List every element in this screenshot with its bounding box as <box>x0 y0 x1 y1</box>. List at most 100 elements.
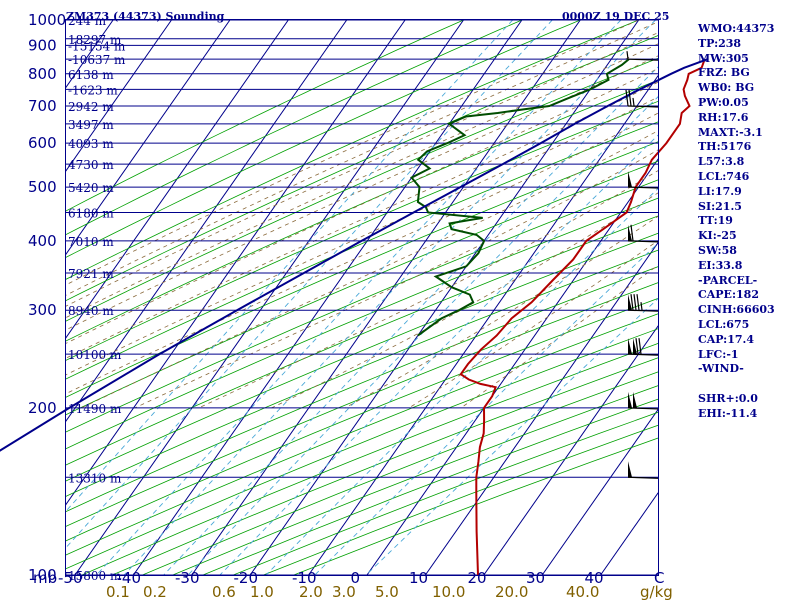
index-line: MAXT:-3.1 <box>698 125 763 139</box>
wind-barb <box>626 51 659 61</box>
wind-barb-full <box>628 89 632 107</box>
index-line: CAPE:182 <box>698 288 759 302</box>
mixing-ratio-unit-label: g/kg <box>640 583 673 600</box>
height-label: 11490 m <box>68 402 122 416</box>
valid-time: 0000Z 19 DEC 25 <box>562 10 669 23</box>
wind-barb <box>627 338 659 356</box>
moist-adiabat-line <box>66 68 658 344</box>
dry-adiabat-line <box>66 179 658 433</box>
mixing-ratio-tick-label: 0.6 <box>212 583 236 600</box>
height-label: -1623 m <box>68 83 118 97</box>
wind-barb-staff <box>627 58 659 61</box>
index-line: LCL:675 <box>698 317 750 331</box>
pressure-tick-label: 900 <box>28 36 57 54</box>
dry-adiabat-line <box>66 249 658 497</box>
dry-adiabat-line <box>66 121 658 380</box>
wind-barb-flag <box>628 338 632 355</box>
index-line: RH:17.6 <box>698 110 749 124</box>
height-label: 10100 m <box>68 348 122 362</box>
temperature-tick-label: -10 <box>292 569 317 587</box>
dry-adiabat-line <box>66 197 658 450</box>
wind-barb-full <box>625 89 629 107</box>
index-line: EI:33.8 <box>698 258 743 272</box>
temperature-tick-label: 0 <box>351 569 361 587</box>
temperature-tick-label: -50 <box>58 569 83 587</box>
moist-adiabat-line <box>66 21 658 296</box>
mixing-ratio-tick-label: 0.2 <box>143 583 167 600</box>
wind-barb <box>627 224 659 243</box>
dry-adiabat-line <box>112 357 658 575</box>
moist-adiabat-line <box>66 32 658 307</box>
moist-adiabat-line <box>66 112 658 395</box>
height-label: 3497 m <box>68 118 114 132</box>
temperature-tick-label: -40 <box>117 569 142 587</box>
wind-barb-half <box>640 302 643 311</box>
pressure-tick-label: 800 <box>28 65 57 83</box>
height-label: -10637 m <box>68 53 126 67</box>
isotherm-line <box>541 408 658 575</box>
isotherm-line <box>366 158 658 575</box>
height-label: 2942 m <box>68 100 114 114</box>
pressure-tick-label: 200 <box>28 399 57 417</box>
wind-barb-half <box>626 51 629 60</box>
wind-barb <box>627 461 659 479</box>
wind-barb-flag <box>628 391 632 408</box>
index-line: FRZ: BG <box>698 66 750 80</box>
wind-barb-staff <box>627 353 659 356</box>
wind-barb-staff <box>627 476 659 479</box>
index-line: TT:19 <box>698 214 733 228</box>
index-line: TP:238 <box>698 36 742 50</box>
isotherm-line <box>66 20 348 422</box>
temperature-tick-label: 40 <box>585 569 604 587</box>
index-line: SHR+:0.0 <box>698 391 758 405</box>
wind-barb-flag <box>628 461 632 478</box>
index-line: -WIND- <box>698 362 744 376</box>
pressure-tick-label: 600 <box>28 134 57 152</box>
isotherm-line <box>483 325 658 575</box>
parcel-trace <box>0 58 708 452</box>
pressure-tick-label: 700 <box>28 97 57 115</box>
pressure-unit-label: mb <box>33 569 57 587</box>
isotherm-line <box>249 20 640 575</box>
dry-adiabat-line <box>66 215 658 466</box>
pressure-tick-label: 100 <box>28 566 57 584</box>
dry-adiabat-line <box>66 232 658 482</box>
wind-barb-staff <box>627 240 659 243</box>
isotherm-line <box>66 20 289 339</box>
index-line: LFC:-1 <box>698 347 739 361</box>
index-line: WMO:44373 <box>698 22 775 35</box>
index-line: PW:0.05 <box>698 95 749 109</box>
wind-barb-full <box>630 224 634 241</box>
isotherm-line <box>308 74 658 575</box>
plot-frame <box>65 19 659 576</box>
mixing-ratio-tick-label: 20.0 <box>495 583 528 600</box>
temperature-tick-label: 30 <box>526 569 545 587</box>
wind-barb-full <box>630 294 634 311</box>
station-title: ZM373 (44373) Sounding <box>66 10 225 23</box>
dry-adiabat-line <box>66 141 658 398</box>
wind-barb-full <box>638 338 642 355</box>
height-label: 6138 m <box>68 68 114 82</box>
wind-barb-full <box>636 294 640 311</box>
dry-adiabat-line <box>66 100 658 361</box>
wind-barb-flag <box>633 338 637 355</box>
dry-adiabat-line <box>66 297 658 542</box>
temperature-trace <box>459 58 706 576</box>
wind-barbs <box>625 51 659 479</box>
isotherm-line <box>424 241 658 575</box>
dewpoint-trace <box>410 58 630 337</box>
index-line: L57:3.8 <box>698 155 745 169</box>
wind-barb-full <box>635 338 639 355</box>
wind-barb <box>627 171 659 189</box>
clipped-grid <box>66 20 658 575</box>
moist-adiabat-line <box>66 81 658 359</box>
index-line: WB0: BG <box>698 81 755 95</box>
wind-barb-staff <box>627 309 659 312</box>
index-line: SI:21.5 <box>698 199 742 213</box>
mixing-ratio-line <box>219 134 658 575</box>
height-label: 13310 m <box>68 471 122 485</box>
pressure-tick-label: 500 <box>28 178 57 196</box>
index-line: SW:58 <box>698 243 737 257</box>
isotherm-line <box>66 20 406 506</box>
